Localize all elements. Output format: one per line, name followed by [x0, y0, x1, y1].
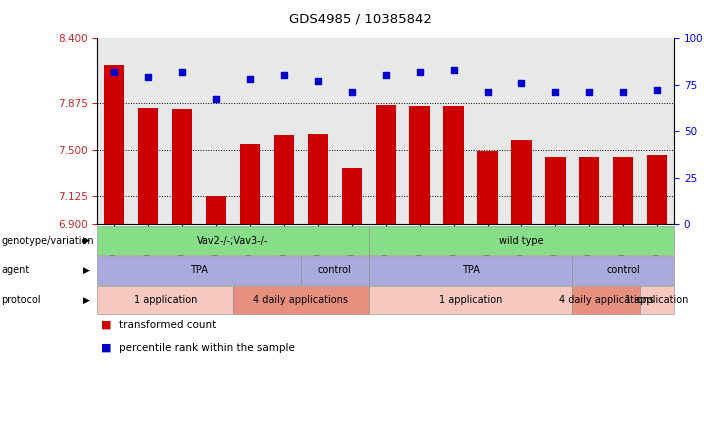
Text: GDS4985 / 10385842: GDS4985 / 10385842	[289, 13, 432, 26]
Point	[482, 89, 493, 96]
Text: transformed count: transformed count	[119, 320, 216, 330]
Bar	[206, 196, 226, 224]
Bar	[172, 109, 193, 224]
Text: agent: agent	[1, 265, 30, 275]
Bar	[511, 140, 531, 224]
Point	[549, 89, 561, 96]
Point	[278, 72, 290, 79]
Text: 4 daily applications: 4 daily applications	[559, 295, 654, 305]
Point	[312, 77, 324, 84]
Text: 1 application: 1 application	[626, 295, 689, 305]
Text: ■: ■	[101, 343, 112, 353]
Text: ▶: ▶	[83, 236, 90, 245]
Text: control: control	[606, 265, 640, 275]
Bar	[410, 106, 430, 224]
Point	[414, 68, 425, 75]
Point	[516, 80, 527, 86]
Text: ■: ■	[101, 320, 112, 330]
Text: 1 application: 1 application	[439, 295, 503, 305]
Bar	[342, 168, 362, 224]
Bar	[545, 157, 565, 224]
Text: ▶: ▶	[83, 295, 90, 305]
Point	[346, 89, 358, 96]
Point	[211, 96, 222, 103]
Bar	[138, 107, 159, 224]
Point	[448, 66, 459, 73]
Text: TPA: TPA	[461, 265, 479, 275]
Point	[143, 74, 154, 80]
Point	[244, 76, 256, 82]
Bar	[579, 157, 599, 224]
Bar	[104, 66, 125, 224]
Bar	[376, 105, 396, 224]
Text: genotype/variation: genotype/variation	[1, 236, 94, 246]
Bar	[443, 106, 464, 224]
Text: ▶: ▶	[83, 266, 90, 275]
Bar	[274, 135, 294, 224]
Bar	[308, 134, 328, 224]
Text: control: control	[318, 265, 352, 275]
Point	[177, 68, 188, 75]
Point	[617, 89, 629, 96]
Point	[583, 89, 595, 96]
Text: percentile rank within the sample: percentile rank within the sample	[119, 343, 295, 353]
Point	[380, 72, 392, 79]
Bar	[240, 143, 260, 224]
Bar	[647, 155, 668, 224]
Text: 1 application: 1 application	[133, 295, 197, 305]
Bar	[477, 151, 497, 224]
Text: Vav2-/-;Vav3-/-: Vav2-/-;Vav3-/-	[198, 236, 269, 246]
Text: protocol: protocol	[1, 295, 41, 305]
Text: 4 daily applications: 4 daily applications	[253, 295, 348, 305]
Bar	[613, 157, 634, 224]
Point	[651, 87, 663, 93]
Text: wild type: wild type	[499, 236, 544, 246]
Text: TPA: TPA	[190, 265, 208, 275]
Point	[109, 68, 120, 75]
